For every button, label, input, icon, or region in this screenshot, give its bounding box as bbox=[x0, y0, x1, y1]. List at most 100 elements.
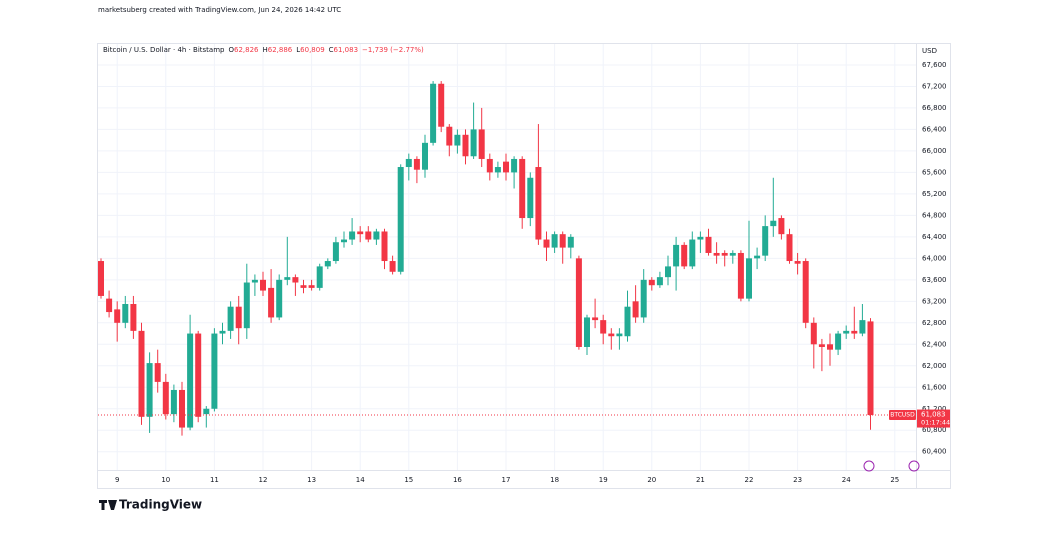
candle-body bbox=[146, 363, 153, 417]
legend-value: 62,826 bbox=[234, 46, 259, 54]
candle-body bbox=[203, 408, 210, 415]
brand-name: TradingView bbox=[119, 498, 202, 512]
legend-key: L bbox=[296, 46, 300, 54]
candle-body bbox=[243, 282, 250, 329]
x-tick-label: 19 bbox=[599, 476, 608, 484]
candle-body bbox=[430, 83, 437, 143]
candle-body bbox=[276, 279, 283, 318]
countdown-label: 01:17:44 bbox=[921, 419, 950, 427]
candle-body bbox=[405, 158, 412, 168]
candle-body bbox=[494, 167, 501, 173]
y-tick-label: 66,000 bbox=[922, 147, 947, 155]
candle-body bbox=[705, 236, 712, 253]
candle-body bbox=[551, 234, 558, 248]
x-tick-label: 22 bbox=[745, 476, 754, 484]
x-tick-label: 23 bbox=[793, 476, 802, 484]
candle-body bbox=[656, 277, 663, 286]
x-tick-label: 25 bbox=[890, 476, 899, 484]
candle-body bbox=[260, 279, 266, 291]
candle-body bbox=[503, 161, 509, 173]
y-tick-label: 62,400 bbox=[922, 340, 947, 348]
candles bbox=[98, 81, 916, 436]
candle-body bbox=[600, 320, 607, 334]
candle-body bbox=[721, 252, 728, 256]
candle-body bbox=[462, 134, 469, 157]
y-tick-label: 63,200 bbox=[922, 297, 947, 305]
legend-key: H bbox=[262, 46, 267, 54]
candle-body bbox=[341, 239, 347, 243]
x-tick-label: 21 bbox=[696, 476, 705, 484]
candle-body bbox=[665, 266, 671, 278]
x-tick-label: 17 bbox=[502, 476, 511, 484]
y-tick-label: 62,000 bbox=[922, 362, 947, 370]
candle-body bbox=[835, 333, 842, 350]
y-tick-label: 64,800 bbox=[922, 211, 947, 219]
y-tick-label: 65,600 bbox=[922, 168, 947, 176]
x-tick-label: 24 bbox=[842, 476, 851, 484]
y-tick-label: 60,800 bbox=[922, 426, 947, 434]
candle-body bbox=[300, 285, 307, 288]
brand: TradingView bbox=[99, 498, 202, 512]
candle-body bbox=[138, 330, 145, 417]
candle-body bbox=[349, 231, 356, 240]
candle-body bbox=[867, 321, 874, 416]
candle-body bbox=[154, 363, 161, 382]
candle-body bbox=[381, 231, 388, 262]
candle-body bbox=[422, 142, 428, 170]
candle-body bbox=[114, 309, 121, 323]
x-tick-label: 20 bbox=[647, 476, 656, 484]
candle-body bbox=[527, 177, 534, 219]
candle-body bbox=[438, 83, 445, 127]
candle-body bbox=[170, 389, 177, 415]
x-tick-label: 9 bbox=[115, 476, 119, 484]
legend: Bitcoin / U.S. Dollar · 4h · Bitstamp O62… bbox=[103, 46, 424, 54]
x-tick-label: 12 bbox=[259, 476, 268, 484]
candle-body bbox=[357, 231, 364, 235]
candle-body bbox=[843, 330, 850, 334]
candle-body bbox=[332, 242, 339, 262]
brand-logo bbox=[99, 500, 117, 510]
candle-body bbox=[746, 258, 752, 299]
title: Bitcoin / U.S. Dollar · 4h · Bitstamp bbox=[103, 46, 225, 54]
candle-body bbox=[389, 261, 396, 272]
candle-body bbox=[624, 306, 631, 337]
candle-body bbox=[535, 167, 542, 240]
candle-body bbox=[737, 252, 744, 299]
candle-body bbox=[713, 252, 720, 256]
candle-body bbox=[802, 261, 809, 323]
y-tick-label: 61,600 bbox=[922, 383, 947, 391]
y-tick-label: 67,600 bbox=[922, 61, 947, 69]
y-tick-label: 67,200 bbox=[922, 82, 947, 90]
candle-body bbox=[851, 330, 858, 334]
candle-body bbox=[754, 255, 761, 259]
legend-value: 60,809 bbox=[300, 46, 325, 54]
legend-value: 62,886 bbox=[268, 46, 293, 54]
candle-body bbox=[794, 261, 801, 264]
candle-body bbox=[681, 244, 688, 267]
candle-body bbox=[316, 266, 323, 288]
y-tick-label: 66,400 bbox=[922, 125, 947, 133]
candle-body bbox=[511, 158, 518, 173]
price-tag-label: 61,083 bbox=[921, 411, 946, 419]
candle-body bbox=[786, 234, 793, 262]
candle-body bbox=[130, 304, 137, 331]
symbol-tag bbox=[889, 410, 916, 421]
chart-frame bbox=[97, 43, 951, 489]
candle-body bbox=[567, 236, 574, 248]
candle-body bbox=[251, 279, 258, 283]
candle-body bbox=[859, 320, 866, 334]
price-tag bbox=[917, 409, 950, 428]
candle-body bbox=[162, 381, 169, 415]
x-tick-label: 10 bbox=[161, 476, 170, 484]
candle-body bbox=[616, 333, 623, 337]
candle-body bbox=[98, 261, 104, 296]
candle-body bbox=[122, 304, 129, 323]
event-icon[interactable] bbox=[863, 460, 875, 472]
currency: USD bbox=[922, 47, 937, 55]
y-tick-label: 66,800 bbox=[922, 104, 947, 112]
candle-body bbox=[446, 126, 453, 146]
candle-body bbox=[219, 330, 226, 334]
x-tick-label: 11 bbox=[210, 476, 219, 484]
event-icon[interactable] bbox=[908, 460, 920, 472]
x-tick-label: 18 bbox=[550, 476, 559, 484]
